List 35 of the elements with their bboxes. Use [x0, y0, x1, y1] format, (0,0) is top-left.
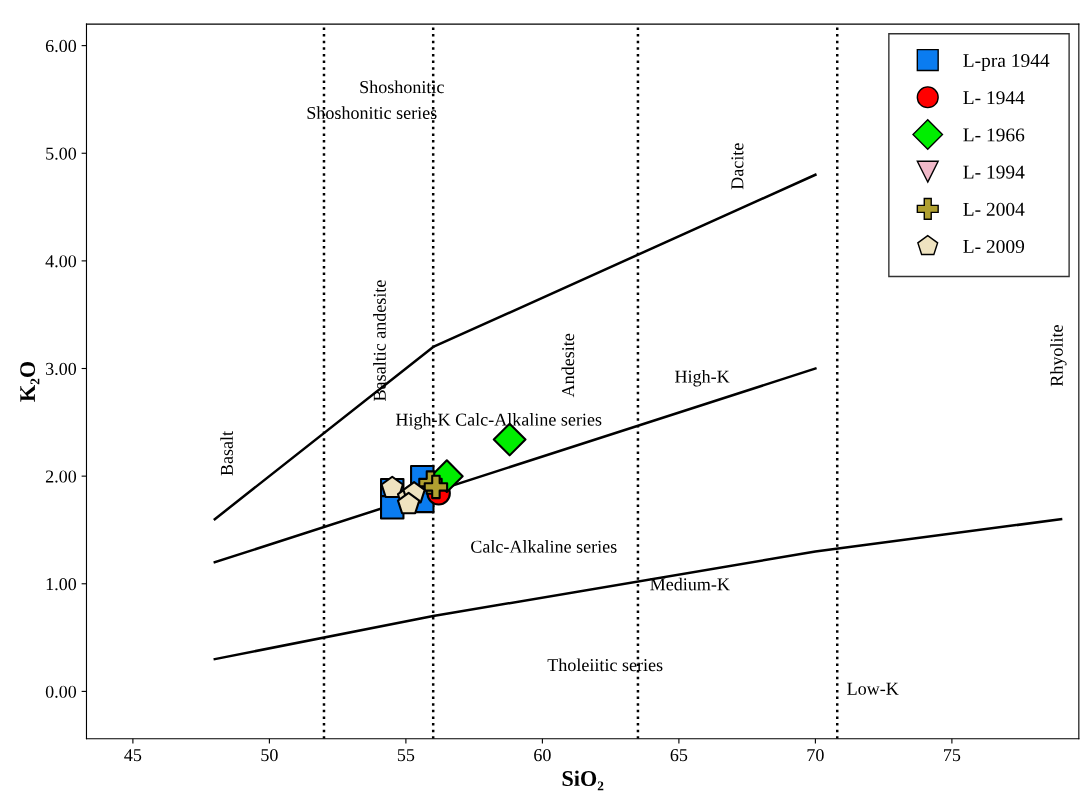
x-tick-label: 55: [397, 749, 415, 762]
y-tick-label: 3.00: [46, 362, 77, 376]
y-tick-label: 1.00: [46, 578, 77, 591]
annotation: Dacite: [731, 143, 744, 190]
annotation: Medium-K: [650, 577, 730, 591]
y-tick-label: 2.00: [45, 470, 77, 483]
annotation: Andesite: [561, 333, 575, 398]
annotation: Tholeiitic series: [547, 658, 663, 672]
y-tick-label: 5.00: [46, 147, 77, 160]
legend-label: L- 1994: [963, 165, 1025, 179]
x-tick-label: 45: [124, 749, 142, 762]
annotation: Low-K: [847, 682, 899, 695]
legend-label: L- 2009: [963, 239, 1025, 254]
legend-label: L- 2004: [963, 202, 1025, 216]
annotation: Shoshonitic: [360, 80, 444, 94]
annotation: Shoshonitic series: [307, 106, 437, 120]
annotation: Basalt: [220, 431, 233, 476]
x-tick-label: 65: [670, 749, 688, 762]
legend-label: L-pra 1944: [963, 53, 1050, 72]
annotation: Rhyolite: [1050, 325, 1067, 387]
legend-label: L- 1966: [963, 128, 1025, 142]
annotation: High-K Calc-Alkaline series: [395, 413, 602, 430]
x-tick-label: 50: [261, 749, 278, 762]
annotation: Calc-Alkaline series: [471, 540, 617, 553]
y-tick-label: 6.00: [45, 39, 77, 53]
annotation: High-K: [675, 369, 730, 387]
x-tick-label: 70: [807, 749, 824, 762]
legend-label: L- 1944: [963, 91, 1025, 105]
y-axis-title: K₂O: [20, 361, 40, 402]
x-tick-label: 75: [944, 749, 961, 762]
y-tick-label: 4.00: [45, 255, 77, 268]
annotation: Basaltic andesite: [373, 280, 386, 401]
y-tick-label: 0.00: [45, 685, 77, 698]
x-tick-label: 60: [534, 749, 551, 762]
x-axis-title: SiO₂: [562, 770, 604, 791]
